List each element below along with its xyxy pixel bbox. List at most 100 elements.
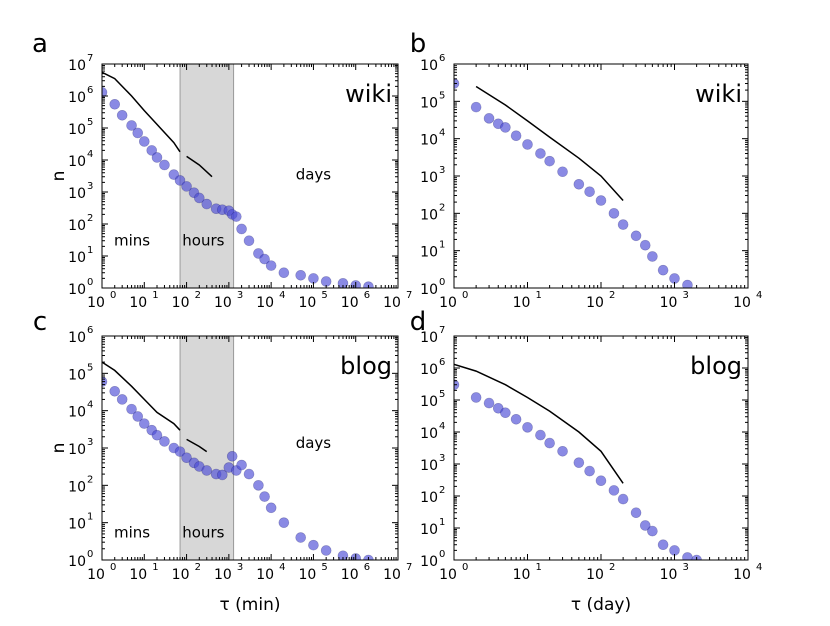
data-point xyxy=(483,397,495,409)
x-tick-label: 10 xyxy=(439,567,457,583)
y-axis-label: n xyxy=(49,171,69,182)
y-tick-label: 10 xyxy=(68,554,86,570)
data-point xyxy=(320,276,332,287)
data-point xyxy=(584,186,595,197)
panel-letter: c xyxy=(33,307,47,337)
data-point xyxy=(243,235,255,247)
y-tick-label: 10 xyxy=(68,479,86,495)
y-tick-label: 10 xyxy=(68,90,86,106)
region-label-days: days xyxy=(296,434,332,452)
data-point xyxy=(544,155,555,167)
fit-line xyxy=(475,85,624,202)
data-point xyxy=(201,198,213,210)
data-point xyxy=(181,452,192,463)
y-tick-exponent: 1 xyxy=(87,512,93,523)
data-point xyxy=(116,394,128,405)
x-tick-exponent: 2 xyxy=(195,562,201,573)
x-tick-exponent: 1 xyxy=(536,290,542,301)
y-tick-exponent: 6 xyxy=(439,53,445,64)
data-point xyxy=(669,273,680,284)
plot-area xyxy=(102,64,374,288)
y-tick-exponent: 7 xyxy=(87,53,93,64)
data-point xyxy=(522,422,533,433)
y-tick-label: 10 xyxy=(68,282,86,298)
data-point xyxy=(595,195,607,206)
region-label-days: days xyxy=(296,165,332,183)
data-point xyxy=(557,166,568,178)
region-label-hours: hours xyxy=(182,232,224,250)
data-point xyxy=(295,532,306,543)
y-tick-exponent: 0 xyxy=(439,549,445,560)
y-tick-label: 10 xyxy=(68,58,86,74)
fit-line xyxy=(186,155,213,178)
data-point xyxy=(278,517,290,528)
y-tick-label: 10 xyxy=(68,122,86,138)
data-point xyxy=(544,437,555,449)
hours-band xyxy=(179,336,235,560)
y-tick-exponent: 3 xyxy=(87,181,93,192)
y-tick-exponent: 6 xyxy=(87,85,93,96)
x-tick-label: 10 xyxy=(513,295,531,311)
data-point xyxy=(630,507,642,519)
data-point xyxy=(308,273,319,284)
panel-c: 10 0 10 1 10 2 10 3 10 4 10 5 10 6 10 710 010 110 210 310 41… xyxy=(33,307,413,615)
y-tick-label: 10 xyxy=(420,207,438,223)
y-tick-exponent: 6 xyxy=(87,325,93,336)
fit-line xyxy=(186,438,208,453)
x-tick-label: 10 xyxy=(129,567,147,583)
y-tick-label: 10 xyxy=(420,95,438,111)
data-point xyxy=(682,279,693,288)
data-point xyxy=(669,545,680,556)
x-tick-exponent: 0 xyxy=(462,290,468,301)
x-tick-label: 10 xyxy=(733,567,751,583)
fit-line xyxy=(102,361,181,431)
data-point xyxy=(510,413,522,425)
data-point xyxy=(278,267,290,279)
y-tick-label: 10 xyxy=(420,245,438,261)
y-tick-exponent: 1 xyxy=(439,240,445,251)
data-point xyxy=(236,223,247,235)
y-tick-exponent: 4 xyxy=(439,421,445,432)
x-tick-exponent: 2 xyxy=(195,290,201,301)
x-tick-label: 10 xyxy=(439,295,457,311)
data-point xyxy=(151,152,163,163)
y-tick-exponent: 2 xyxy=(87,213,93,224)
y-tick-label: 10 xyxy=(68,442,86,458)
data-point xyxy=(573,457,585,468)
y-tick-label: 10 xyxy=(68,405,86,421)
x-tick-exponent: 0 xyxy=(110,290,116,301)
data-point xyxy=(617,219,629,230)
y-tick-label: 10 xyxy=(68,186,86,202)
data-point xyxy=(337,550,349,560)
x-tick-label: 10 xyxy=(256,567,274,583)
data-point xyxy=(132,127,144,139)
x-tick-label: 10 xyxy=(214,295,232,311)
y-tick-label: 10 xyxy=(68,218,86,234)
x-tick-label: 10 xyxy=(172,567,190,583)
y-tick-exponent: 3 xyxy=(439,165,445,176)
x-tick-label: 10 xyxy=(586,295,604,311)
data-point xyxy=(201,465,213,476)
data-point xyxy=(253,480,264,491)
x-axis-label: τ (day) xyxy=(571,595,631,615)
data-point xyxy=(194,192,205,204)
data-point xyxy=(236,459,247,471)
y-tick-exponent: 1 xyxy=(87,245,93,256)
x-tick-exponent: 3 xyxy=(237,562,243,573)
x-tick-exponent: 3 xyxy=(683,562,689,573)
data-point xyxy=(617,493,629,505)
y-tick-label: 10 xyxy=(420,490,438,506)
y-tick-exponent: 5 xyxy=(87,117,93,128)
y-tick-label: 10 xyxy=(420,394,438,410)
data-point xyxy=(259,491,270,502)
data-point xyxy=(138,418,150,429)
data-point xyxy=(573,178,585,190)
y-tick-exponent: 5 xyxy=(87,362,93,373)
data-point xyxy=(682,552,693,560)
data-point xyxy=(295,269,306,281)
y-tick-exponent: 2 xyxy=(439,485,445,496)
x-tick-exponent: 4 xyxy=(279,562,285,573)
x-tick-exponent: 7 xyxy=(406,562,412,573)
data-point xyxy=(126,120,137,131)
